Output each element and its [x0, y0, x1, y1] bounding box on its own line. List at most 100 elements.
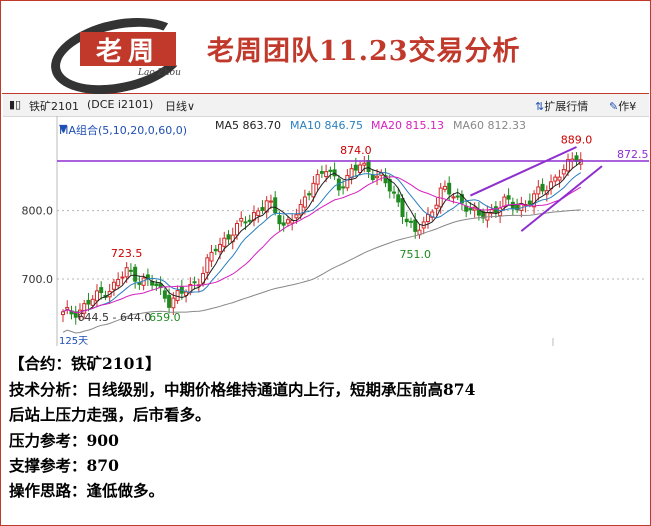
candle-body	[315, 174, 320, 185]
price-annotation: 751.0	[399, 248, 431, 261]
candle-body	[167, 294, 172, 308]
candle-body	[409, 220, 413, 223]
candle-body	[370, 174, 375, 180]
candle-body	[404, 218, 409, 223]
candle-body	[302, 196, 307, 208]
candle-body	[319, 171, 324, 174]
candle-body	[515, 204, 520, 211]
candle-body	[239, 217, 244, 222]
candle-body	[532, 193, 537, 208]
expand-label: 扩展行情	[544, 100, 589, 113]
candle-body	[285, 219, 290, 224]
candle-body	[392, 191, 397, 194]
expand-icon: ⇅	[535, 100, 545, 113]
ma60-value: MA60 812.33	[453, 119, 526, 132]
price-annotation: 644.5 - 644.0	[77, 311, 151, 324]
candle-body	[362, 162, 367, 166]
candle-body	[536, 186, 541, 195]
price-annotation: 723.5	[111, 247, 143, 260]
candle-body	[358, 164, 363, 173]
candle-body	[256, 210, 261, 216]
page-title: 老周团队11.23交易分析	[207, 36, 521, 67]
candle-body	[86, 299, 91, 305]
candle-body	[455, 195, 460, 198]
candle-body	[133, 266, 138, 282]
candle-body	[400, 198, 405, 217]
candle-body	[527, 200, 532, 205]
candle-body	[268, 200, 273, 203]
y-tick-label: 700.0	[22, 273, 54, 286]
ma10-line	[62, 171, 582, 314]
candle-body	[307, 193, 312, 196]
candle-body	[434, 204, 439, 210]
ma20-value: MA20 815.13	[371, 119, 444, 132]
channel-upper-line	[469, 146, 577, 197]
candle-body	[459, 194, 464, 204]
candle-body	[311, 182, 316, 198]
candle-body	[328, 169, 333, 172]
candle-body	[557, 176, 562, 181]
analysis-panel: 【合约：铁矿2101】 技术分析：日线级别，中期价格维持通道内上行，短期承压前高…	[3, 350, 643, 520]
period-label: 日线	[165, 100, 187, 113]
candle-body	[341, 186, 346, 189]
candle-body	[61, 311, 65, 316]
candle-body	[162, 290, 167, 299]
candle-body	[94, 290, 99, 302]
support-line: 支撑参考：870	[9, 456, 119, 475]
candle-body	[561, 169, 566, 175]
header: 老周 Lao Zhou 老周团队11.23交易分析	[2, 2, 649, 106]
candle-body	[205, 257, 210, 273]
candle-body	[345, 174, 350, 189]
candle-body	[273, 197, 278, 214]
candle-body	[137, 282, 142, 285]
candle-body	[213, 248, 218, 252]
candle-body	[375, 175, 380, 179]
candle-body	[247, 219, 252, 222]
ma5-value: MA5 863.70	[215, 119, 281, 132]
draw-label: 作¥	[618, 100, 637, 113]
channel-lower-line	[520, 165, 603, 232]
draw-icon: ✎	[609, 100, 619, 113]
period-select[interactable]: 日线∨	[165, 98, 195, 114]
candle-body	[298, 204, 303, 216]
candle-body	[65, 307, 70, 310]
ma5-line	[62, 161, 582, 314]
ma20-line	[62, 176, 582, 314]
candle-body	[353, 164, 358, 171]
candle-body	[383, 175, 388, 184]
day-count-label: 125天	[59, 336, 88, 347]
candle-body	[451, 196, 456, 199]
candle-body	[540, 183, 545, 192]
chart-window: ▮▯ 铁矿2101 (DCE i2101) 日线∨ ⇅扩展行情 ✎作¥ MA组合…	[3, 94, 649, 348]
candle-body	[128, 269, 133, 272]
candle-body	[294, 214, 299, 219]
candle-body	[366, 160, 371, 172]
candle-body	[447, 182, 452, 195]
tech-analysis-line-2: 后站上压力走强，后市看多。	[9, 405, 211, 424]
candle-body	[116, 278, 121, 287]
ma-legend: MA组合(5,10,20,0,60,0) ▼ MA5 863.70 MA10 84…	[59, 119, 526, 137]
candle-body	[82, 303, 87, 314]
resistance-label: 872.5	[617, 148, 649, 161]
candle-body	[553, 176, 558, 182]
candle-body	[175, 290, 180, 301]
candle-body	[464, 205, 469, 212]
symbol-label[interactable]: 铁矿2101	[29, 100, 79, 113]
ma60-line	[62, 209, 581, 334]
candlestick-icon[interactable]: ▮▯	[9, 98, 22, 111]
candle-body	[425, 213, 430, 223]
candle-body	[209, 251, 214, 262]
logo-signature: Lao Zhou	[138, 68, 181, 78]
expand-button[interactable]: ⇅扩展行情	[535, 98, 588, 114]
candle-body	[281, 222, 286, 226]
candle-body	[154, 283, 159, 286]
logo-seal: 老周	[80, 32, 176, 67]
candle-body	[171, 297, 176, 309]
logo: 老周 Lao Zhou	[44, 6, 196, 106]
ma10-value: MA10 846.75	[290, 119, 363, 132]
price-annotation: 874.0	[340, 144, 372, 157]
candle-body	[120, 276, 125, 279]
draw-button[interactable]: ✎作¥	[609, 98, 636, 114]
